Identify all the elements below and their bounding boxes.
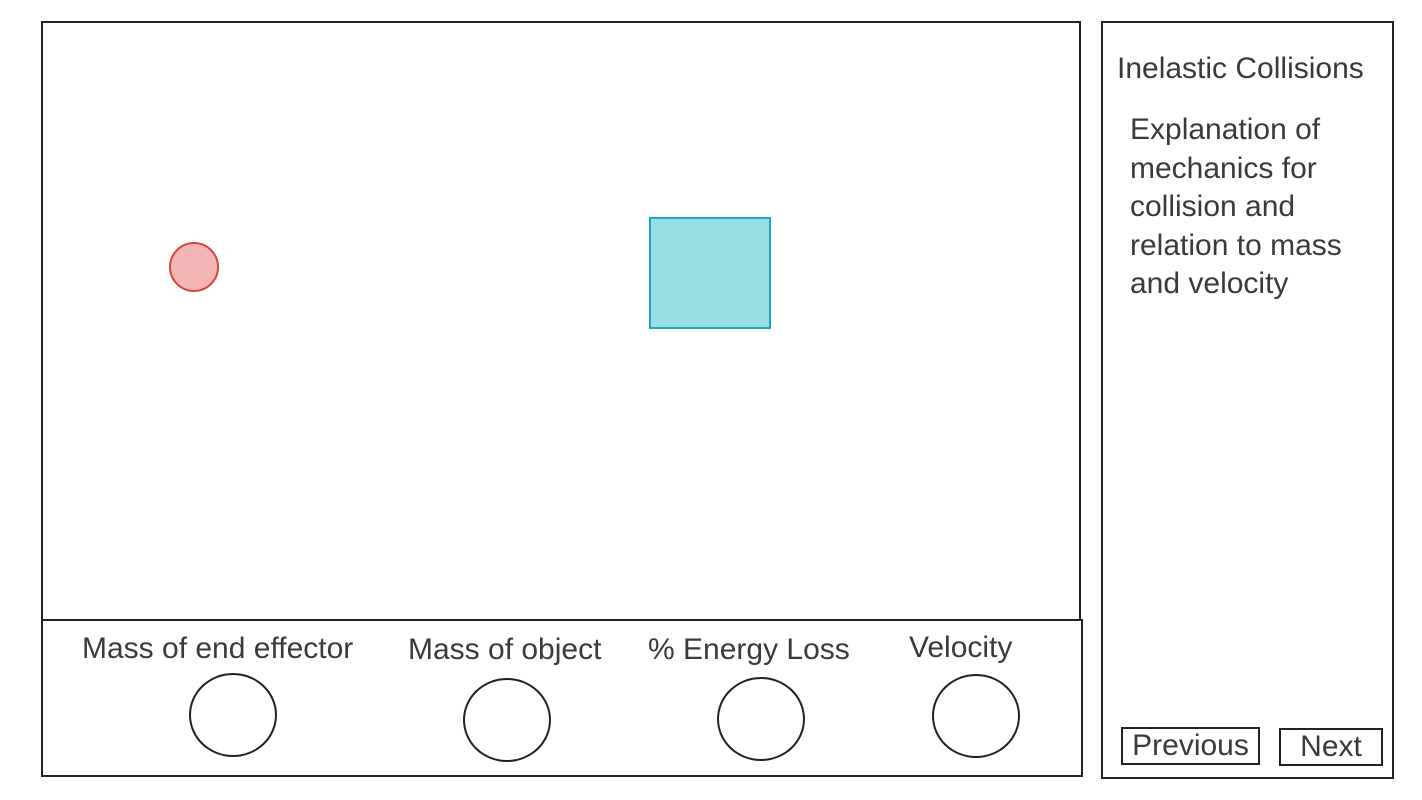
sidebar-title: Inelastic Collisions <box>1117 52 1364 85</box>
collision-object-block[interactable] <box>649 217 771 329</box>
mass-object-label: Mass of object <box>408 633 602 666</box>
energy-loss-knob[interactable] <box>717 677 805 761</box>
explanation-sidebar: Inelastic Collisions Explanation of mech… <box>1101 21 1394 779</box>
velocity-label: Velocity <box>909 631 1013 664</box>
mass-end-effector-knob[interactable] <box>189 673 277 757</box>
sidebar-description: Explanation of mechanics for collision a… <box>1130 113 1342 300</box>
end-effector-ball[interactable] <box>169 242 219 292</box>
control-energy-loss: % Energy Loss <box>633 621 883 775</box>
energy-loss-label: % Energy Loss <box>648 633 850 666</box>
mass-end-effector-label: Mass of end effector <box>82 632 354 665</box>
control-mass-end-effector: Mass of end effector <box>43 621 353 775</box>
next-button[interactable]: Next <box>1279 728 1383 766</box>
previous-button[interactable]: Previous <box>1121 727 1260 765</box>
controls-panel: Mass of end effector Mass of object % En… <box>41 619 1083 777</box>
mass-object-knob[interactable] <box>463 678 551 762</box>
control-mass-object: Mass of object <box>383 621 633 775</box>
velocity-knob[interactable] <box>932 674 1020 758</box>
control-velocity: Velocity <box>883 621 1083 775</box>
simulation-canvas[interactable] <box>41 21 1081 619</box>
